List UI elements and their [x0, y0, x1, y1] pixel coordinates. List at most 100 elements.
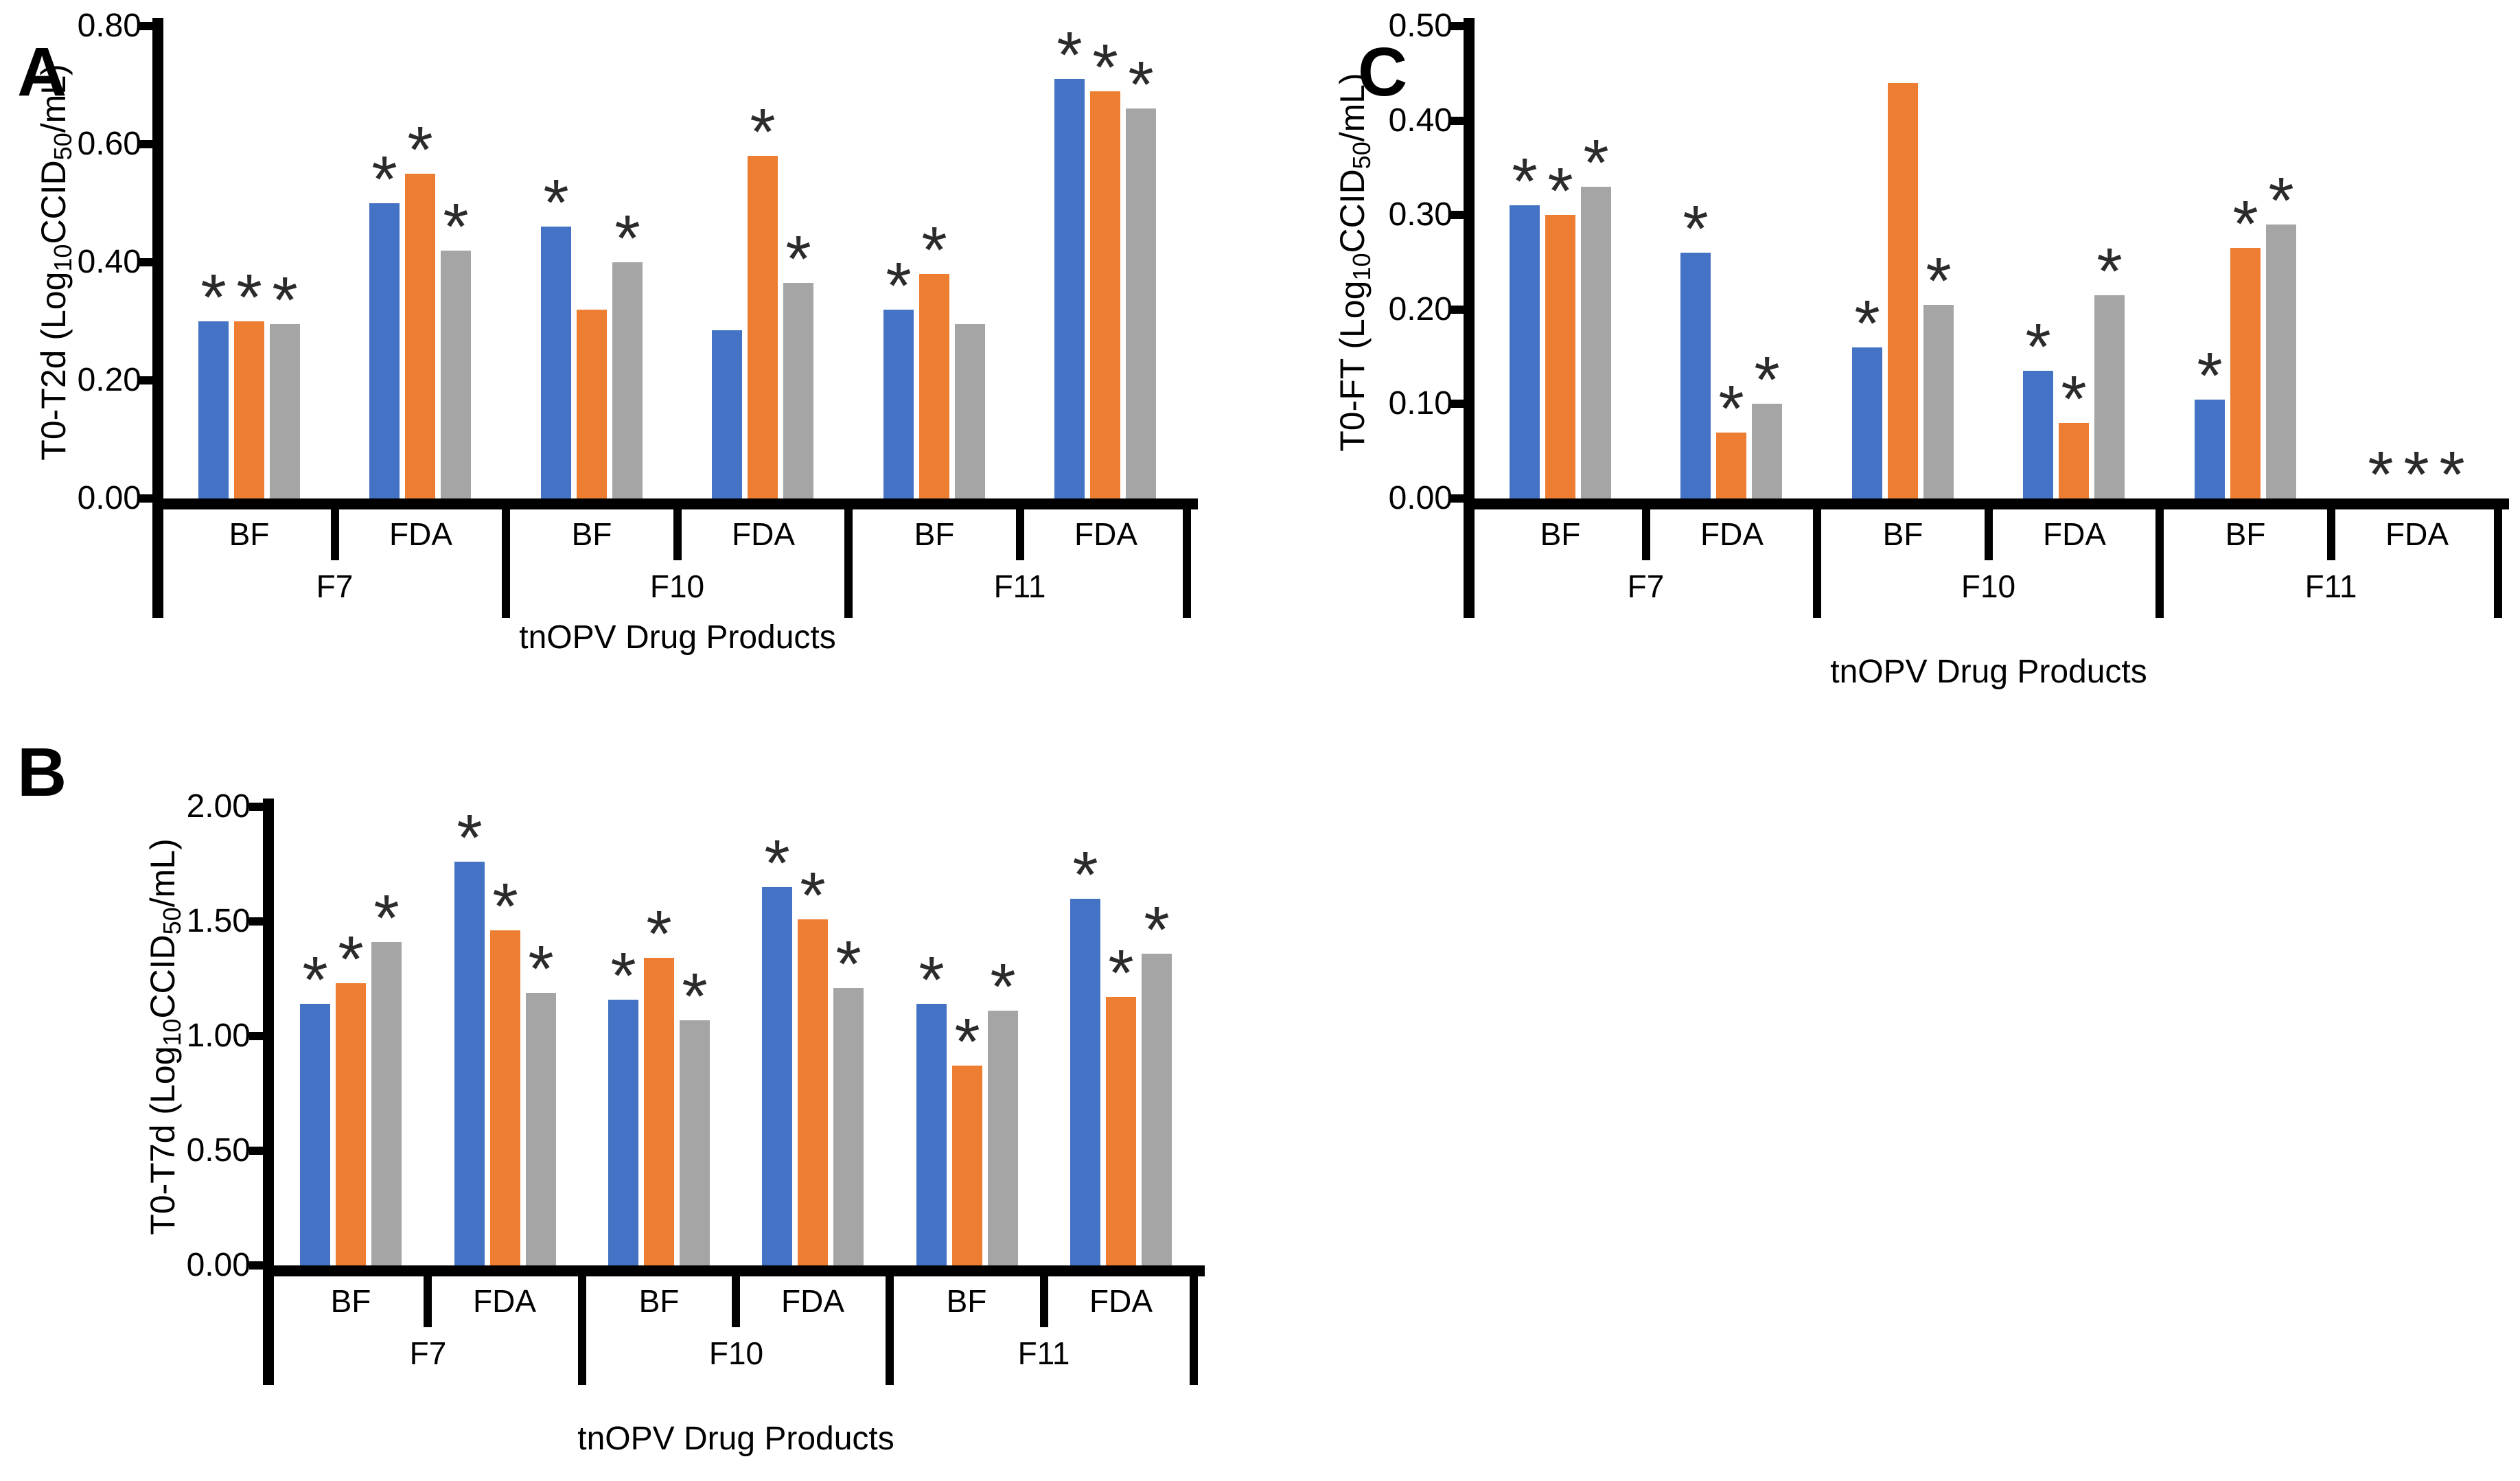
bar-blue: [712, 330, 742, 498]
y-tick-label: 1.00: [186, 1018, 251, 1054]
axis-divider: [502, 509, 510, 618]
lot-label: F10: [708, 1335, 764, 1371]
y-axis-tick: [249, 1032, 263, 1040]
y-tick-label: 0.00: [1388, 480, 1453, 516]
section-label: BF: [2225, 516, 2266, 552]
y-axis-tick: [139, 494, 152, 503]
section-label: FDA: [781, 1283, 844, 1319]
section-label: BF: [1882, 516, 1923, 552]
bar-gray: [1923, 305, 1954, 498]
y-axis-line: [263, 799, 274, 1276]
y-axis-tick: [139, 22, 152, 30]
bar-orange: [798, 919, 828, 1265]
y-axis-tick: [139, 376, 152, 384]
bar-blue: [1510, 205, 1540, 498]
section-label: BF: [229, 516, 270, 552]
significance-asterisk: *: [1754, 343, 1780, 417]
axis-divider: [1040, 1276, 1048, 1327]
significance-asterisk: *: [2403, 438, 2429, 512]
significance-asterisk: *: [2268, 164, 2294, 238]
y-tick-label: 0.60: [77, 126, 141, 162]
bar-blue: [369, 203, 400, 498]
y-axis-tick: [249, 917, 263, 926]
axis-divider: [424, 1276, 432, 1327]
y-tick-label: 0.80: [77, 8, 141, 44]
x-axis-title: tnOPV Drug Products: [1830, 654, 2147, 690]
bar-gray: [2266, 225, 2296, 498]
y-axis-label-text: CCID: [1333, 169, 1372, 253]
x-axis-line: [152, 498, 1198, 509]
y-axis-line: [152, 18, 163, 509]
section-label: FDA: [2385, 516, 2449, 552]
bar-blue: [1680, 253, 1711, 498]
bar-blue: [1054, 79, 1085, 498]
bar-blue: [300, 1004, 330, 1265]
axis-divider: [844, 509, 853, 618]
bar-gray: [612, 262, 643, 498]
significance-asterisk: *: [2197, 339, 2223, 413]
section-label: FDA: [389, 516, 452, 552]
y-tick-label: 2.00: [186, 788, 251, 825]
axis-divider: [2155, 509, 2164, 618]
significance-asterisk: *: [1583, 126, 1609, 200]
bar-gray: [1752, 404, 1782, 498]
panel-label-c: C: [1358, 34, 1408, 111]
significance-asterisk: *: [2061, 363, 2087, 436]
bar-orange: [748, 156, 778, 498]
bar-gray: [526, 993, 556, 1265]
x-axis-line: [263, 1265, 1205, 1276]
y-axis-label: T0-FT (Log 10 CCID 50/mL): [1321, 0, 1383, 571]
section-label: BF: [638, 1283, 680, 1319]
bar-orange: [1545, 215, 1575, 498]
axis-divider: [1464, 509, 1475, 618]
section-label: BF: [330, 1283, 371, 1319]
bar-orange: [490, 930, 520, 1265]
bar-gray: [270, 324, 300, 498]
bar-gray: [441, 251, 471, 498]
section-label: FDA: [1700, 516, 1764, 552]
bar-orange: [577, 310, 607, 498]
bar-orange: [2230, 248, 2261, 498]
section-label: FDA: [1074, 516, 1137, 552]
lot-label: F11: [2304, 569, 2357, 604]
lot-label: F7: [1627, 569, 1665, 604]
bar-blue: [541, 227, 571, 498]
axis-divider: [1190, 1276, 1198, 1385]
axis-divider: [1183, 509, 1191, 618]
bar-blue: [2195, 400, 2225, 498]
bar-blue: [883, 310, 914, 498]
axis-divider: [732, 1276, 740, 1327]
y-axis-label-text: /mL): [1333, 73, 1372, 142]
bar-orange: [1716, 433, 1746, 498]
axis-divider: [1016, 509, 1024, 560]
bar-gray: [1581, 187, 1611, 498]
bar-gray: [783, 283, 813, 498]
y-axis-tick: [1450, 211, 1464, 219]
bar-blue: [454, 862, 485, 1265]
bar-orange: [405, 174, 435, 498]
section-label: BF: [571, 516, 612, 552]
bar-gray: [988, 1011, 1018, 1265]
bar-gray: [955, 324, 985, 498]
y-axis-tick: [1450, 117, 1464, 125]
y-axis-tick: [1450, 306, 1464, 314]
bar-blue: [198, 321, 229, 498]
bar-gray: [833, 988, 864, 1265]
y-axis-tick: [249, 1261, 263, 1270]
axis-divider: [2494, 509, 2502, 618]
section-label: FDA: [732, 516, 795, 552]
bar-orange: [1090, 91, 1120, 498]
bar-orange: [234, 321, 264, 498]
y-axis-tick: [249, 1147, 263, 1155]
axis-divider: [578, 1276, 586, 1385]
axis-divider: [886, 1276, 894, 1385]
bar-blue: [2023, 371, 2053, 498]
panel-label-a: A: [17, 34, 67, 111]
y-tick-label: 1.50: [186, 903, 251, 939]
y-tick-label: 0.40: [1388, 102, 1453, 139]
significance-asterisk: *: [1854, 287, 1880, 360]
axis-divider: [1642, 509, 1650, 560]
